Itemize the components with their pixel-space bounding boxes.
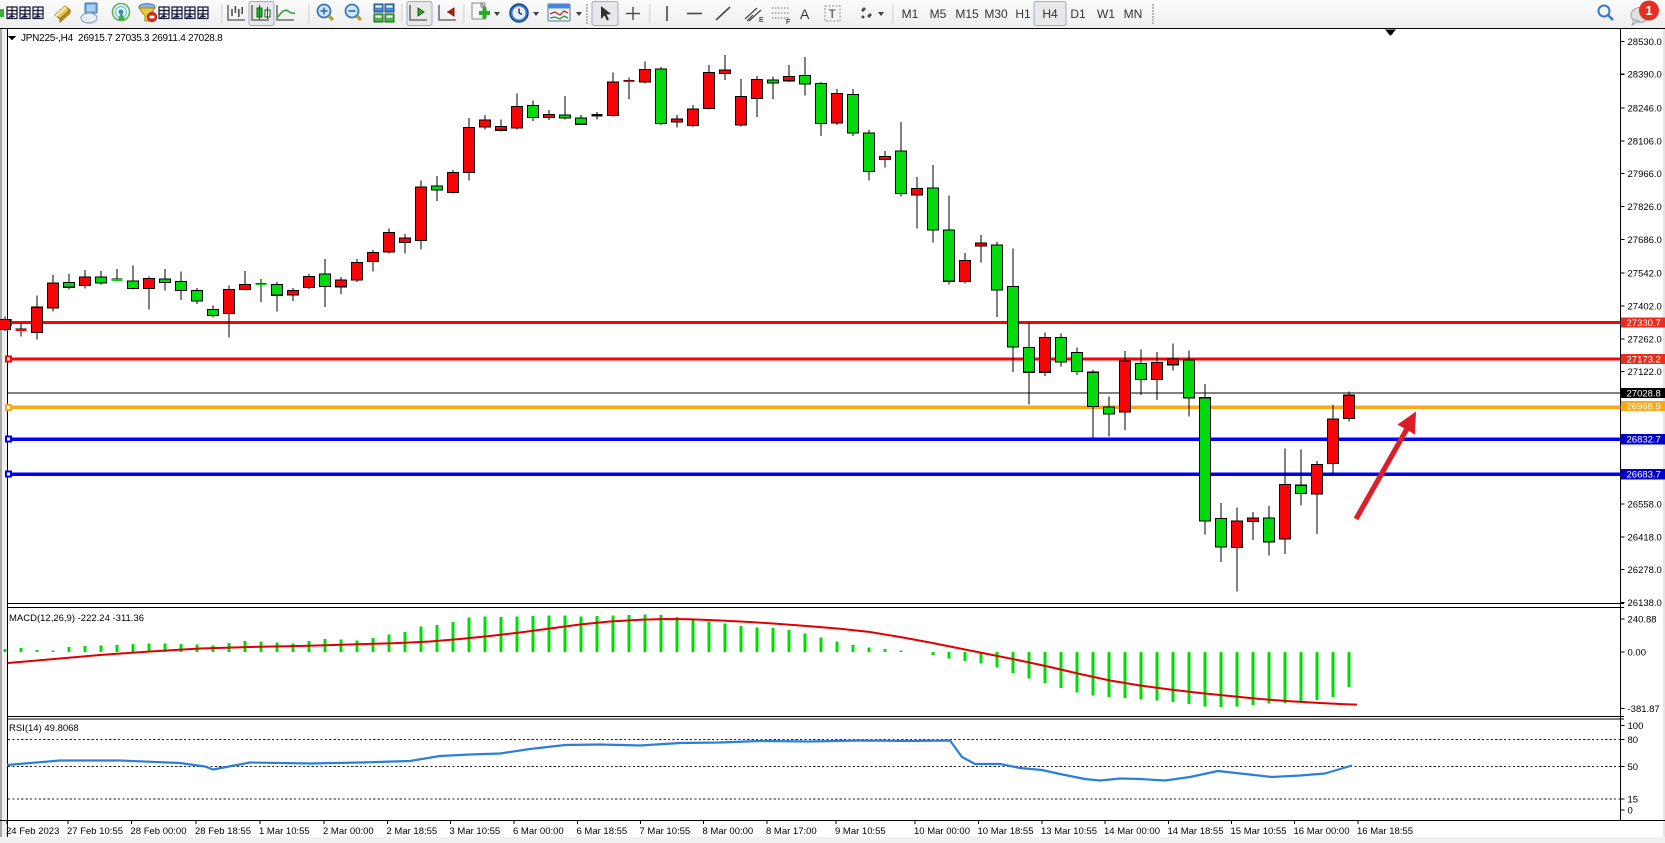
svg-text:2 Mar 00:00: 2 Mar 00:00 [323,826,374,837]
svg-text:27262.0: 27262.0 [1628,334,1662,345]
svg-text:100: 100 [1628,721,1644,732]
svg-text:15: 15 [1628,795,1639,806]
svg-text:27173.2: 27173.2 [1627,355,1661,366]
svg-text:26278.0: 26278.0 [1628,565,1662,576]
svg-text:16 Mar 00:00: 16 Mar 00:00 [1294,826,1350,837]
svg-text:27402.0: 27402.0 [1628,301,1662,312]
svg-text:M1: M1 [902,7,919,21]
svg-text:D1: D1 [1070,7,1086,21]
svg-text:27686.0: 27686.0 [1628,235,1662,246]
svg-text:27 Feb 10:55: 27 Feb 10:55 [67,826,123,837]
svg-text:28246.0: 28246.0 [1628,104,1662,115]
svg-text:0: 0 [1628,806,1633,817]
svg-text:1 Mar 10:55: 1 Mar 10:55 [259,826,310,837]
svg-text:MN: MN [1124,7,1143,21]
svg-text:2 Mar 18:55: 2 Mar 18:55 [387,826,438,837]
svg-text:15 Mar 10:55: 15 Mar 10:55 [1231,826,1287,837]
svg-text:26138.0: 26138.0 [1628,598,1662,609]
svg-text:-381.87: -381.87 [1628,704,1660,715]
svg-text:27826.0: 27826.0 [1628,202,1662,213]
svg-text:8 Mar 17:00: 8 Mar 17:00 [766,826,817,837]
svg-text:26418.0: 26418.0 [1628,532,1662,543]
svg-text:W1: W1 [1097,7,1115,21]
svg-text:24 Feb 2023: 24 Feb 2023 [6,826,59,837]
svg-text:7 Mar 10:55: 7 Mar 10:55 [640,826,691,837]
svg-text:JPN225-,H4 26915.7 27035.3 26: JPN225-,H4 26915.7 27035.3 26911.4 27028… [21,33,223,44]
svg-text:M15: M15 [955,7,979,21]
svg-text:28106.0: 28106.0 [1628,136,1662,147]
svg-text:F: F [786,19,790,26]
svg-text:1: 1 [1645,3,1652,18]
svg-text:14 Mar 00:00: 14 Mar 00:00 [1104,826,1160,837]
svg-text:80: 80 [1628,735,1639,746]
svg-text:M30: M30 [984,7,1008,21]
svg-text:6 Mar 00:00: 6 Mar 00:00 [513,826,564,837]
svg-text:26968.9: 26968.9 [1627,402,1661,413]
svg-text:13 Mar 10:55: 13 Mar 10:55 [1041,826,1097,837]
svg-text:27330.7: 27330.7 [1627,318,1661,329]
svg-text:28 Feb 00:00: 28 Feb 00:00 [131,826,187,837]
svg-text:10 Mar 00:00: 10 Mar 00:00 [914,826,970,837]
svg-text:16 Mar 18:55: 16 Mar 18:55 [1357,826,1413,837]
svg-text:27542.0: 27542.0 [1628,269,1662,280]
svg-text:28390.0: 28390.0 [1628,70,1662,81]
svg-text:M5: M5 [930,7,947,21]
svg-text:27966.0: 27966.0 [1628,169,1662,180]
svg-text:26832.7: 26832.7 [1627,435,1661,446]
svg-text:6 Mar 18:55: 6 Mar 18:55 [577,826,628,837]
svg-text:A: A [800,6,810,22]
svg-text:28 Feb 18:55: 28 Feb 18:55 [195,826,251,837]
svg-text:H4: H4 [1042,7,1058,21]
svg-text:28530.0: 28530.0 [1628,37,1662,48]
svg-text:14 Mar 18:55: 14 Mar 18:55 [1168,826,1224,837]
svg-text:3 Mar 10:55: 3 Mar 10:55 [450,826,501,837]
svg-text:50: 50 [1628,762,1639,773]
svg-text:9 Mar 10:55: 9 Mar 10:55 [835,826,886,837]
svg-text:240.88: 240.88 [1628,615,1657,626]
svg-text:RSI(14) 49.8068: RSI(14) 49.8068 [9,723,79,734]
svg-text:27122.0: 27122.0 [1628,367,1662,378]
svg-text:8 Mar 00:00: 8 Mar 00:00 [703,826,754,837]
svg-text:26683.7: 26683.7 [1627,470,1661,481]
svg-text:27028.8: 27028.8 [1627,389,1661,400]
svg-text:H1: H1 [1015,7,1031,21]
svg-text:MACD(12,26,9) -222.24 -311.36: MACD(12,26,9) -222.24 -311.36 [9,613,144,624]
svg-text:0.00: 0.00 [1628,648,1647,659]
svg-text:E: E [759,17,764,24]
svg-text:10 Mar 18:55: 10 Mar 18:55 [978,826,1034,837]
svg-text:26558.0: 26558.0 [1628,499,1662,510]
svg-text:T: T [829,7,837,21]
